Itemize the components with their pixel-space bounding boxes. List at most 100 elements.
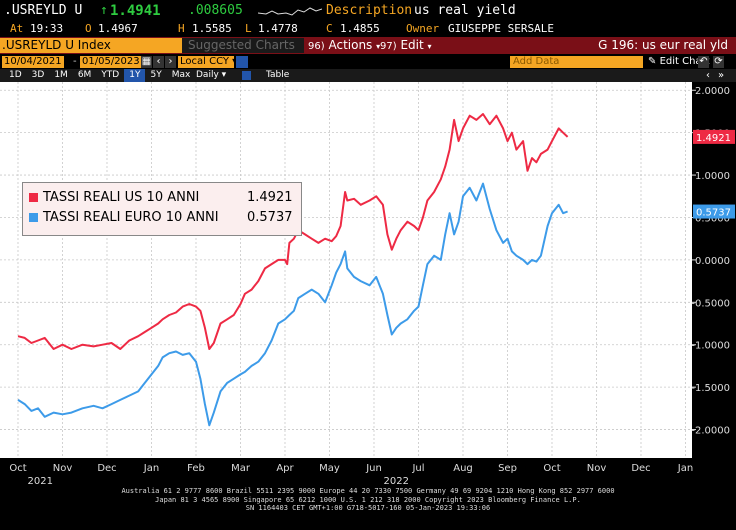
y-tick-label: 2.0000 <box>695 86 730 97</box>
legend-box: TASSI REALI US 10 ANNI 1.4921 TASSI REAL… <box>22 182 302 236</box>
x-tick-label: Nov <box>53 463 73 474</box>
y-tick-label: 1.0000 <box>695 171 730 182</box>
y-tick-label: -2.0000 <box>691 426 730 437</box>
page-title: G 196: us eur real yld <box>598 38 728 52</box>
legend-swatch-us <box>29 193 38 202</box>
actions-menu[interactable]: 96) Actions ▾ <box>308 37 380 54</box>
minimize-icon[interactable]: ‹ <box>706 70 710 81</box>
footer: Australia 61 2 9777 8600 Brazil 5511 239… <box>0 487 736 530</box>
edit-menu[interactable]: 97) Edit ▾ <box>380 37 432 54</box>
series-line-us <box>17 113 569 350</box>
x-axis-panel <box>0 458 736 487</box>
refresh-icon[interactable]: ⟳ <box>713 56 724 68</box>
timeframe-tabs: 1D 3D 1M 6M YTD 1Y 5Y Max <box>4 69 195 82</box>
y-tick-label: -1.0000 <box>691 341 730 352</box>
legend-value-eu: 0.5737 <box>247 210 293 225</box>
edit-number: 97) <box>380 41 397 52</box>
sparkline-icon <box>258 7 322 16</box>
open-value: 1.4967 <box>98 22 138 35</box>
undo-icon[interactable]: ↶ <box>698 56 709 68</box>
currency-select[interactable]: Local CCY ▾ <box>178 56 238 68</box>
y-axis-panel <box>692 82 736 458</box>
timeframe-ytd[interactable]: YTD <box>101 70 120 80</box>
table-icon <box>242 71 251 80</box>
owner-label: Owner <box>406 22 440 35</box>
security-field[interactable]: .USREYLD U Index <box>0 38 182 53</box>
legend-entry-eu: TASSI REALI EURO 10 ANNI 0.5737 <box>29 208 293 228</box>
x-tick-label: Jun <box>365 463 382 474</box>
x-year-label: 2021 <box>28 476 53 487</box>
x-tick-label: Feb <box>187 463 205 474</box>
last-value-tag-bg <box>693 204 735 219</box>
next-arrow-icon[interactable]: › <box>165 56 176 68</box>
legend-swatch-eu <box>29 213 38 222</box>
calendar-icon[interactable]: ▦ <box>141 56 152 68</box>
end-date-input[interactable]: 01/05/2023 <box>80 56 142 68</box>
low-value: 1.4778 <box>258 22 298 35</box>
x-tick-label: Jan <box>143 463 159 474</box>
y-tick-label: 0.5000 <box>695 213 730 224</box>
suggested-charts-button[interactable]: Suggested Charts <box>182 38 304 53</box>
edit-chevron-icon: ▾ <box>427 42 432 51</box>
edit-chart-button[interactable]: ✎ Edit Chart <box>648 56 710 67</box>
currency-label: Local CCY <box>180 56 229 67</box>
x-tick-label: Jul <box>411 463 424 474</box>
timeframe-6m[interactable]: 6M <box>77 70 92 80</box>
y-tick-label: -1.5000 <box>691 383 730 394</box>
x-tick-label: May <box>319 463 340 474</box>
header-row-2: At 19:33 O 1.4967 H 1.5585 L 1.4778 C 1.… <box>0 22 736 36</box>
timeframe-1m[interactable]: 1M <box>54 70 68 80</box>
start-date-input[interactable]: 10/04/2021 <box>2 56 64 68</box>
timeframe-1y[interactable]: 1Y <box>124 69 146 82</box>
timeframe-1d[interactable]: 1D <box>9 70 22 80</box>
actions-label: Actions <box>328 38 373 52</box>
edit-label: Edit <box>400 38 424 52</box>
x-tick-label: Dec <box>631 463 650 474</box>
ticker: .USREYLD U <box>4 3 83 18</box>
chart-area[interactable]: Oct Nov Dec Jan Feb Mar Apr May Jun Jul Aug Sep Oct N… <box>0 82 736 487</box>
expand-icon[interactable]: » <box>718 70 725 81</box>
x-tick-label: Jan <box>677 463 693 474</box>
range-bar: 10/04/2021 - 01/05/2023 ▦ ‹ › Local CCY … <box>0 55 736 69</box>
x-tick-label: Oct <box>9 463 26 474</box>
date-separator: - <box>73 56 77 67</box>
at-label: At <box>10 22 24 35</box>
footer-line-1: Australia 61 2 9777 8600 Brazil 5511 239… <box>121 487 615 495</box>
last-value-tag-bg <box>693 129 735 144</box>
timeframe-5y[interactable]: 5Y <box>150 70 162 80</box>
up-arrow-icon: ↑ <box>100 3 108 18</box>
frequency-label: Daily <box>196 70 219 80</box>
high-value: 1.5585 <box>192 22 232 35</box>
legend-entry-us: TASSI REALI US 10 ANNI 1.4921 <box>29 188 293 208</box>
quote-time: 19:33 <box>30 22 64 35</box>
frequency-select[interactable]: Daily ▾ <box>196 70 227 80</box>
last-value-tag: 1.4921 <box>696 133 731 144</box>
y-tick-label: 0.0000 <box>695 256 730 267</box>
x-tick-label: Nov <box>587 463 607 474</box>
series-line-eu <box>17 182 568 427</box>
x-tick-label: Aug <box>453 463 473 474</box>
high-label: H <box>178 22 185 35</box>
timeframe-3d[interactable]: 3D <box>31 70 45 80</box>
x-tick-label: Dec <box>97 463 116 474</box>
open-label: O <box>85 22 92 35</box>
prev-arrow-icon[interactable]: ‹ <box>153 56 164 68</box>
legend-value-us: 1.4921 <box>247 190 293 205</box>
description-label: Description <box>326 3 413 18</box>
x-tick-label: Oct <box>543 463 560 474</box>
edit-chart-label: Edit Chart <box>659 56 710 67</box>
chart-type-icon[interactable] <box>236 56 248 68</box>
y-tick-label: -0.5000 <box>691 298 730 309</box>
timeframe-max[interactable]: Max <box>171 70 191 80</box>
footer-line-3: SN 1164403 CET GMT+1:00 G718-5017-160 05… <box>245 504 491 512</box>
x-tick-label: Apr <box>276 463 294 474</box>
table-button[interactable]: Table <box>266 70 290 80</box>
timeframe-bar: 1D 3D 1M 6M YTD 1Y 5Y Max Daily ▾ Table ‹ » <box>0 69 736 82</box>
close-value: 1.4855 <box>340 22 380 35</box>
header-row-1: .USREYLD U ↑ 1.4941 .008605 Description … <box>0 0 736 22</box>
toolbar: .USREYLD U Index Suggested Charts 96) Ac… <box>0 37 736 54</box>
last-value-tag: 0.5737 <box>696 208 731 219</box>
add-data-input[interactable]: Add Data <box>510 56 643 68</box>
last-price: 1.4941 <box>110 3 161 19</box>
x-tick-label: Sep <box>498 463 517 474</box>
